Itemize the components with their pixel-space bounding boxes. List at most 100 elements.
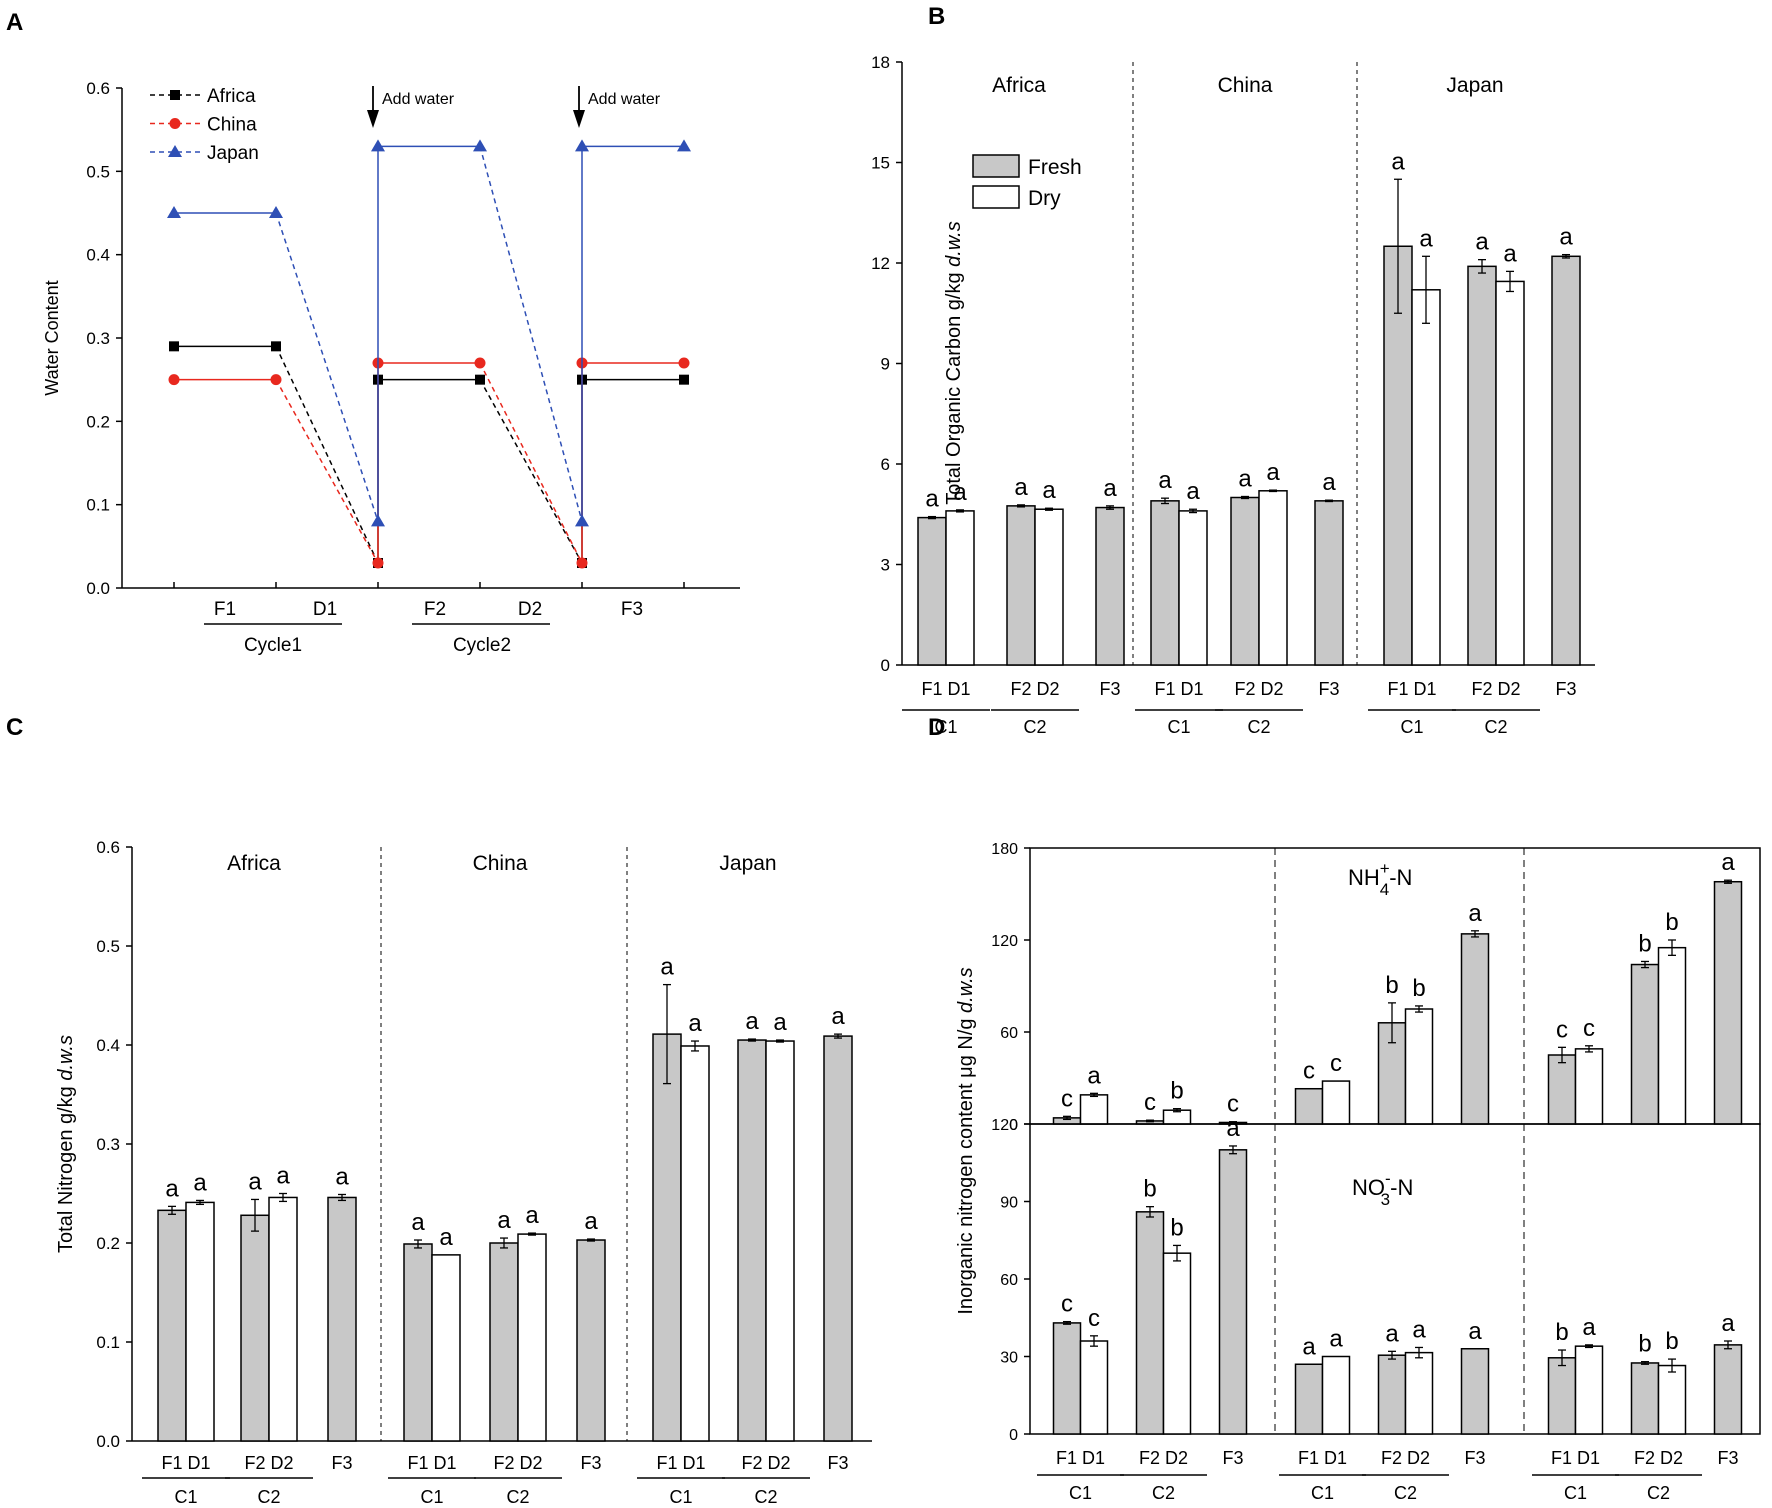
cycle-label: C2 <box>1152 1483 1175 1503</box>
point-china <box>474 357 486 369</box>
series-line-china <box>479 362 583 564</box>
point-japan <box>575 139 589 152</box>
significance-letter: b <box>1170 1214 1183 1241</box>
significance-letter: a <box>1559 224 1573 251</box>
bar <box>1150 500 1180 666</box>
cycle-label: C1 <box>1400 717 1423 737</box>
significance-letter: a <box>525 1202 539 1229</box>
bar <box>1377 1354 1407 1435</box>
series-line-china <box>275 379 379 564</box>
bar <box>517 1233 547 1442</box>
legend-label-fresh: Fresh <box>1028 156 1082 179</box>
cycle-label: C2 <box>1484 717 1507 737</box>
x-label-f3: F3 <box>580 1453 601 1473</box>
bar <box>1574 1048 1604 1125</box>
bar <box>240 1214 270 1442</box>
cycle-label: C2 <box>754 1487 777 1507</box>
point-africa <box>679 374 689 385</box>
cycle-label: C1 <box>174 1487 197 1507</box>
significance-letter: a <box>745 1008 759 1035</box>
y-tick-label: 0.6 <box>96 838 120 857</box>
significance-letter: a <box>1266 459 1280 486</box>
x-label: D2 <box>518 599 542 620</box>
y-axis-label: Inorganic nitrogen content μg N/g d.w.s <box>955 967 977 1314</box>
significance-letter: a <box>1042 477 1056 504</box>
bar <box>1404 1351 1434 1435</box>
bar <box>1657 1364 1687 1435</box>
point-china <box>678 357 690 369</box>
bar <box>489 1242 519 1442</box>
bar <box>1495 280 1525 666</box>
cycle-label: C2 <box>1647 1483 1670 1503</box>
series-line-africa <box>479 379 583 564</box>
cycle-label: C1 <box>1564 1483 1587 1503</box>
x-label-f2-d2: F2 D2 <box>493 1453 542 1473</box>
cycle-label: C1 <box>669 1487 692 1507</box>
bar <box>1034 508 1064 666</box>
panel-letter-d: D <box>928 714 945 741</box>
x-label-f1-d1: F1 D1 <box>161 1453 210 1473</box>
y-tick-label: 0.3 <box>86 329 110 348</box>
y-tick-label: 15 <box>871 154 890 173</box>
bar <box>1411 289 1441 666</box>
x-label: F3 <box>621 599 643 620</box>
significance-letter: b <box>1170 1078 1183 1105</box>
significance-letter: a <box>1721 1310 1735 1337</box>
cycle-label: Cycle1 <box>244 635 302 656</box>
significance-letter: a <box>439 1224 453 1251</box>
point-africa <box>475 374 485 385</box>
x-label-f2-d2: F2 D2 <box>1471 679 1520 699</box>
significance-letter: c <box>1303 1058 1315 1085</box>
x-label-f1-d1: F1 D1 <box>921 679 970 699</box>
y-tick-label: 60 <box>1000 1272 1018 1289</box>
legend-label: Africa <box>207 86 256 107</box>
cycle-label: C1 <box>1167 717 1190 737</box>
x-label-f1-d1: F1 D1 <box>407 1453 456 1473</box>
y-tick-label: 3 <box>881 556 890 575</box>
x-label-f1-d1: F1 D1 <box>1056 1448 1105 1468</box>
bar <box>652 1033 682 1442</box>
x-label-f3: F3 <box>1717 1448 1738 1468</box>
significance-letter: a <box>925 486 939 513</box>
group-label: Japan <box>719 852 776 875</box>
bar <box>1460 1348 1490 1435</box>
bar <box>1162 1252 1192 1435</box>
point-china <box>168 374 180 386</box>
y-tick-label: 0 <box>881 656 890 675</box>
x-label-f2-d2: F2 D2 <box>1139 1448 1188 1468</box>
y-tick-label: 180 <box>991 841 1018 858</box>
significance-letter: b <box>1638 1331 1651 1358</box>
series-line-africa <box>275 346 379 564</box>
panel-letter-a: A <box>6 9 23 36</box>
point-africa <box>271 341 281 352</box>
significance-letter: a <box>1468 900 1482 927</box>
y-tick-label: 30 <box>1000 1350 1018 1367</box>
x-label-f1-d1: F1 D1 <box>1551 1448 1600 1468</box>
bar <box>268 1196 298 1442</box>
bar <box>1218 1149 1248 1435</box>
cycle-label: C2 <box>1023 717 1046 737</box>
significance-letter: c <box>1061 1291 1073 1318</box>
significance-letter: c <box>1583 1015 1595 1042</box>
significance-letter: b <box>1665 909 1678 936</box>
legend-label: China <box>207 115 257 136</box>
add-water-annotation: Add water <box>588 91 661 108</box>
y-tick-label: 0.1 <box>86 496 110 515</box>
bar <box>1321 1080 1351 1125</box>
y-tick-label: 0.3 <box>96 1135 120 1154</box>
bar <box>1095 506 1125 666</box>
point-japan <box>371 139 385 152</box>
bar <box>1052 1322 1082 1435</box>
significance-letter: a <box>953 479 967 506</box>
bar <box>917 516 947 666</box>
group-label: Africa <box>992 74 1046 97</box>
y-tick-label: 0.0 <box>96 1432 120 1451</box>
significance-letter: a <box>1391 148 1405 175</box>
cycle-label: C1 <box>1311 1483 1334 1503</box>
bar <box>680 1045 710 1442</box>
y-tick-label: 0.6 <box>86 79 110 98</box>
bar <box>1404 1008 1434 1125</box>
significance-letter: a <box>831 1003 845 1030</box>
